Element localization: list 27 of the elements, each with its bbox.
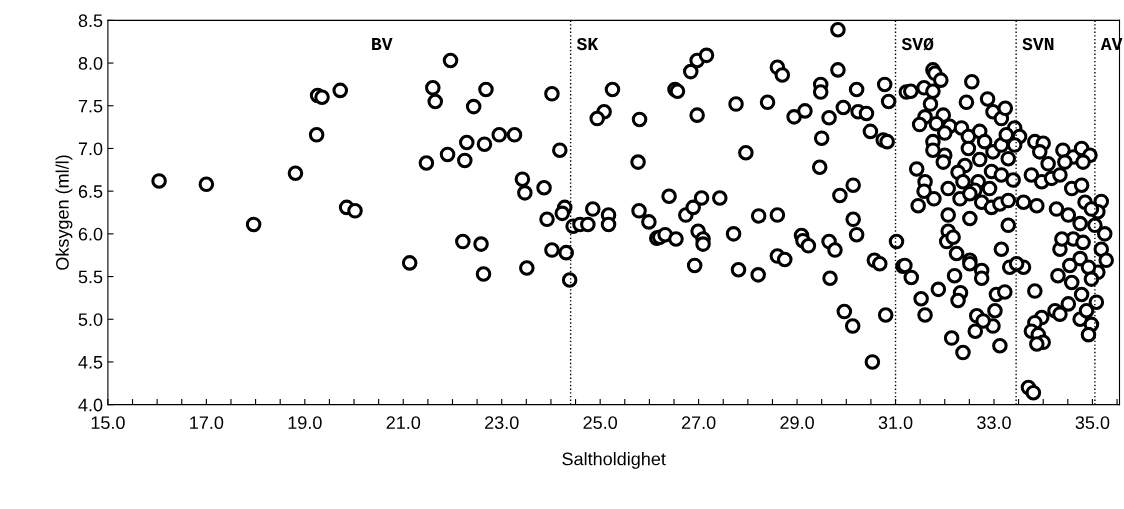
y-tick-label: 5.5 xyxy=(78,270,103,284)
x-tick-label: 25.0 xyxy=(583,416,618,430)
y-tick-label: 8.0 xyxy=(78,56,103,70)
x-tick-label: 29.0 xyxy=(780,416,814,430)
y-tick-label: 4.5 xyxy=(78,356,103,369)
ref-line-label: SVØ xyxy=(901,37,934,51)
y-tick-label: 7.0 xyxy=(78,142,103,156)
x-tick-label: 21.0 xyxy=(386,416,421,430)
ref-line-label: SVN xyxy=(1022,37,1054,51)
y-tick-label: 4.0 xyxy=(78,398,103,412)
x-axis-title: Saltholdighet xyxy=(562,452,666,469)
y-tick-label: 6.0 xyxy=(78,227,103,241)
y-tick-label: 7.5 xyxy=(78,99,103,113)
y-tick-label: 6.5 xyxy=(78,185,103,198)
x-tick-label: 19.0 xyxy=(288,416,322,430)
x-tick-label: 15.0 xyxy=(91,416,125,430)
ref-line-label: SK xyxy=(576,37,599,51)
x-tick-label: 23.0 xyxy=(485,416,519,430)
x-tick-label: 27.0 xyxy=(681,416,716,430)
annotation: BV xyxy=(372,38,393,51)
y-tick-label: 5.0 xyxy=(78,313,103,326)
x-tick-label: 17.0 xyxy=(190,416,224,430)
x-tick-label: 35.0 xyxy=(1075,416,1110,430)
x-tick-label: 33.0 xyxy=(977,416,1011,430)
y-tick-label: 8.5 xyxy=(78,14,103,28)
y-axis-title: Oksygen (ml/l) xyxy=(55,155,73,270)
x-tick-label: 31.0 xyxy=(878,416,913,430)
